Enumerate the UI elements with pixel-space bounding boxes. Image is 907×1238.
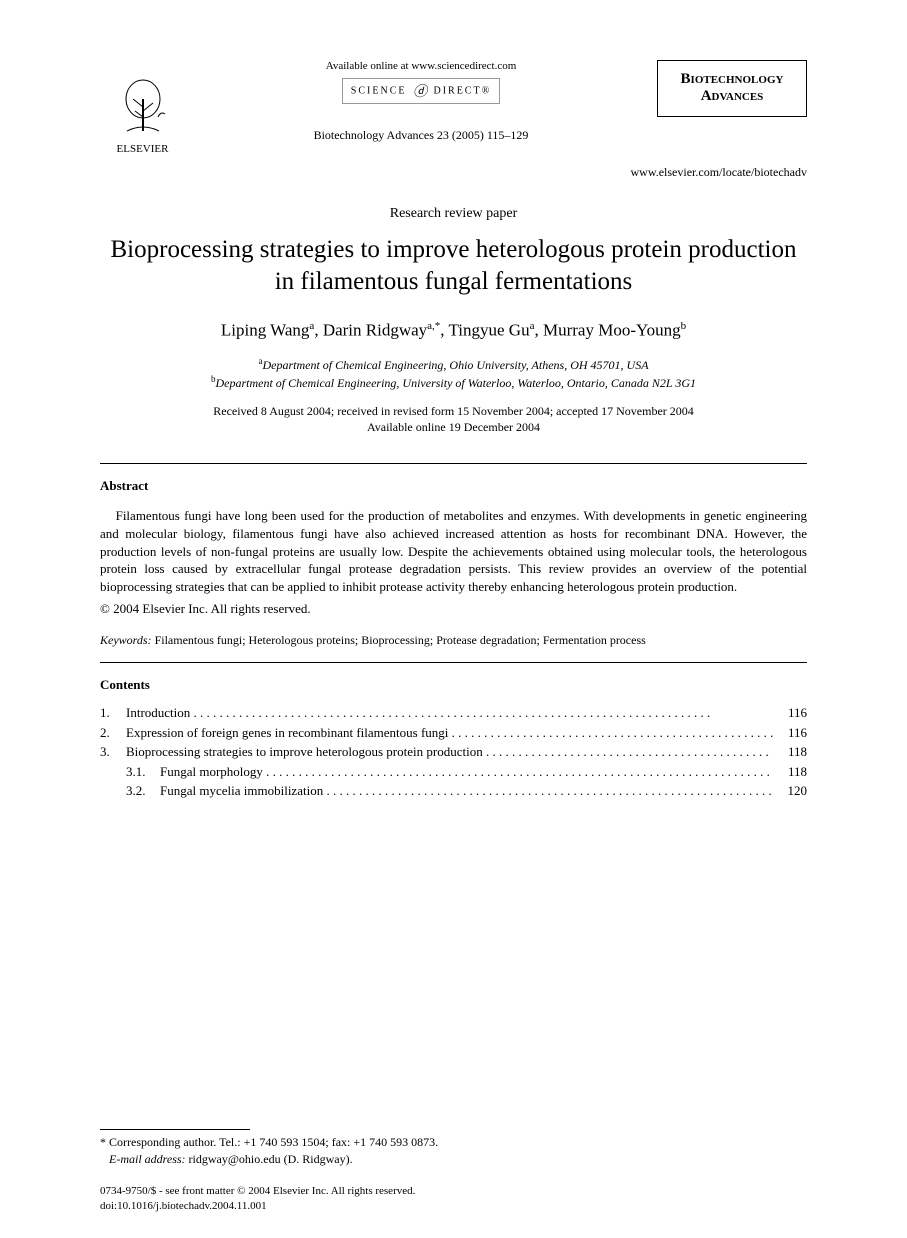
toc-label: Fungal morphology xyxy=(160,762,266,782)
publisher-logo: ELSEVIER xyxy=(100,60,185,155)
paper-title: Bioprocessing strategies to improve hete… xyxy=(100,234,807,298)
affiliations: aDepartment of Chemical Engineering, Ohi… xyxy=(100,355,807,391)
journal-name-line1: Biotechnology xyxy=(662,71,802,88)
footer-line2: doi:10.1016/j.biotechadv.2004.11.001 xyxy=(100,1199,807,1214)
toc-page: 116 xyxy=(773,723,807,743)
author-1: Liping Wang xyxy=(221,321,310,340)
keywords: Keywords: Filamentous fungi; Heterologou… xyxy=(100,633,807,648)
toc-row[interactable]: 1.Introduction 116 xyxy=(100,703,807,723)
author-2-sup: a,* xyxy=(427,320,440,332)
corr-text: Corresponding author. Tel.: +1 740 593 1… xyxy=(106,1135,438,1149)
author-4: Murray Moo-Young xyxy=(543,321,681,340)
author-2: Darin Ridgway xyxy=(323,321,427,340)
contents-heading: Contents xyxy=(100,677,807,693)
abstract-copyright: © 2004 Elsevier Inc. All rights reserved… xyxy=(100,601,807,617)
header-center: Available online at www.sciencedirect.co… xyxy=(185,60,657,143)
corresponding-author-note: * Corresponding author. Tel.: +1 740 593… xyxy=(100,1134,807,1151)
abstract-heading: Abstract xyxy=(100,478,807,494)
authors: Liping Wanga, Darin Ridgwaya,*, Tingyue … xyxy=(100,320,807,341)
toc-row[interactable]: 3.2.Fungal mycelia immobilization 120 xyxy=(100,781,807,801)
journal-name-line2: Advances xyxy=(662,88,802,105)
toc-dots xyxy=(266,762,773,782)
toc-page: 116 xyxy=(773,703,807,723)
toc-page: 120 xyxy=(773,781,807,801)
contents-list: 1.Introduction 1162.Expression of foreig… xyxy=(100,703,807,801)
citation: Biotechnology Advances 23 (2005) 115–129 xyxy=(195,128,647,143)
keywords-label: Keywords: xyxy=(100,633,152,647)
toc-page: 118 xyxy=(773,742,807,762)
toc-label: Introduction xyxy=(126,703,194,723)
toc-label: Bioprocessing strategies to improve hete… xyxy=(126,742,486,762)
toc-subnum: 3.2. xyxy=(126,781,160,801)
abstract-body: Filamentous fungi have long been used fo… xyxy=(100,507,807,595)
footnotes: * Corresponding author. Tel.: +1 740 593… xyxy=(100,1129,807,1168)
dates: Received 8 August 2004; received in revi… xyxy=(100,403,807,435)
available-online-text: Available online at www.sciencedirect.co… xyxy=(195,60,647,72)
toc-page: 118 xyxy=(773,762,807,782)
author-4-sup: b xyxy=(681,320,687,332)
divider xyxy=(100,662,807,663)
at-symbol-icon: ⓓ xyxy=(413,81,427,101)
toc-num: 2. xyxy=(100,723,126,743)
toc-dots xyxy=(486,742,773,762)
footer: 0734-9750/$ - see front matter © 2004 El… xyxy=(100,1184,807,1214)
toc-label: Expression of foreign genes in recombina… xyxy=(126,723,452,743)
toc-subnum: 3.1. xyxy=(126,762,160,782)
email-label: E-mail address: xyxy=(109,1152,186,1166)
author-3: Tingyue Gu xyxy=(449,321,530,340)
publisher-label: ELSEVIER xyxy=(117,143,169,155)
footnote-rule xyxy=(100,1129,250,1130)
journal-url[interactable]: www.elsevier.com/locate/biotechadv xyxy=(100,165,807,180)
toc-dots xyxy=(326,781,773,801)
keywords-text: Filamentous fungi; Heterologous proteins… xyxy=(152,633,646,647)
affil-b-text: Department of Chemical Engineering, Univ… xyxy=(215,376,696,390)
toc-num: 3. xyxy=(100,742,126,762)
page: ELSEVIER Available online at www.science… xyxy=(0,0,907,1238)
toc-row[interactable]: 3.1.Fungal morphology 118 xyxy=(100,762,807,782)
sd-suffix: DIRECT® xyxy=(433,85,491,96)
toc-num: 1. xyxy=(100,703,126,723)
sd-prefix: SCIENCE xyxy=(351,85,407,96)
author-1-sup: a xyxy=(309,320,314,332)
dates-line2: Available online 19 December 2004 xyxy=(100,419,807,435)
email-value[interactable]: ridgway@ohio.edu (D. Ridgway). xyxy=(186,1152,353,1166)
footer-line1: 0734-9750/$ - see front matter © 2004 El… xyxy=(100,1184,807,1199)
email-note: E-mail address: ridgway@ohio.edu (D. Rid… xyxy=(100,1151,807,1168)
elsevier-tree-icon xyxy=(113,73,173,143)
affil-a-text: Department of Chemical Engineering, Ohio… xyxy=(262,358,648,372)
paper-type: Research review paper xyxy=(100,206,807,222)
divider xyxy=(100,463,807,464)
sciencedirect-logo: SCIENCE ⓓ DIRECT® xyxy=(342,78,500,104)
toc-row[interactable]: 2.Expression of foreign genes in recombi… xyxy=(100,723,807,743)
toc-label: Fungal mycelia immobilization xyxy=(160,781,326,801)
toc-dots xyxy=(194,703,773,723)
dates-line1: Received 8 August 2004; received in revi… xyxy=(100,403,807,419)
toc-dots xyxy=(452,723,773,743)
author-3-sup: a xyxy=(530,320,535,332)
journal-name-box: Biotechnology Advances xyxy=(657,60,807,117)
header: ELSEVIER Available online at www.science… xyxy=(100,60,807,155)
toc-row[interactable]: 3.Bioprocessing strategies to improve he… xyxy=(100,742,807,762)
